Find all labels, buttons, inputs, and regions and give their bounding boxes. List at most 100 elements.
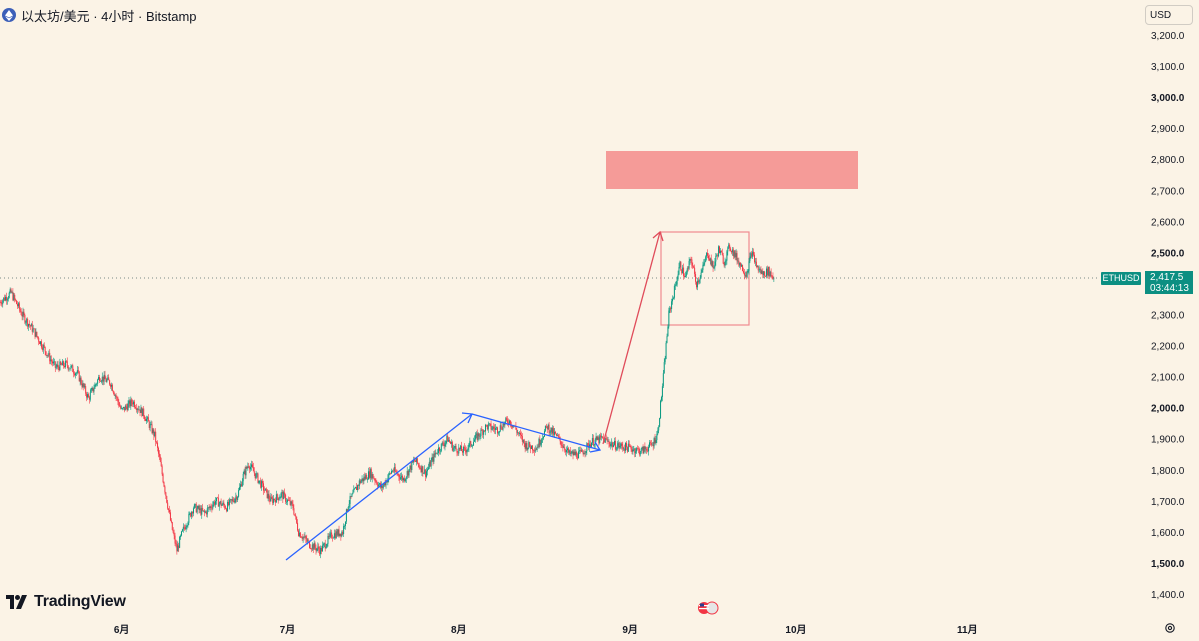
candle-body <box>174 535 176 544</box>
candle-body <box>537 446 539 448</box>
candle-body <box>456 448 458 453</box>
candle-body <box>255 473 257 479</box>
price-tick-label: 1,400.0 <box>1151 590 1185 601</box>
candle-body <box>356 485 358 491</box>
candle-body <box>748 261 750 271</box>
candle-body <box>622 445 624 449</box>
symbol-title[interactable]: 以太坊/美元 · 4小时 · Bitstamp <box>21 8 197 24</box>
candle-body <box>41 347 43 350</box>
candle-body <box>37 336 39 338</box>
candle-body <box>588 443 590 448</box>
blue-trend-line-up[interactable] <box>285 413 473 561</box>
candle-body <box>208 507 210 509</box>
candle-body <box>81 383 83 387</box>
candle-body <box>669 307 671 311</box>
candle-body <box>531 445 533 451</box>
candle-body <box>193 504 195 509</box>
candle-body <box>577 457 579 459</box>
candle-body <box>293 508 295 515</box>
candle-body <box>197 505 199 509</box>
candle-body <box>75 372 77 374</box>
candle-body <box>404 478 406 482</box>
tradingview-logo[interactable]: TradingView <box>6 593 126 611</box>
candle-body <box>122 408 124 409</box>
candle-body <box>26 318 28 323</box>
resistance-zone[interactable] <box>606 151 858 189</box>
candle-body <box>392 470 394 472</box>
candle-body <box>522 439 524 442</box>
candle-body <box>349 496 351 505</box>
candle-body <box>508 420 510 424</box>
candle-body <box>326 543 328 547</box>
candle-body <box>585 451 587 454</box>
price-axis[interactable]: 3,200.0 3,100.0 3,000.0 2,900.0 2,800.0 2,700… <box>1151 31 1185 601</box>
candle-body <box>365 475 367 479</box>
candle-body <box>333 533 335 538</box>
candle-body <box>114 395 116 396</box>
candle-body <box>660 397 662 401</box>
candle-body <box>23 311 25 315</box>
candle-body <box>569 450 571 455</box>
us-flag-icon[interactable] <box>697 601 719 615</box>
candle-body <box>178 545 180 548</box>
candle-body <box>762 271 764 276</box>
candle-body <box>638 448 640 455</box>
candle-body <box>244 470 246 476</box>
candle-body <box>252 467 254 472</box>
candle-body <box>85 386 87 394</box>
blue-trend-line-down[interactable] <box>471 413 601 451</box>
candle-body <box>698 279 700 283</box>
candle-body <box>423 472 425 474</box>
candle-body <box>45 351 47 356</box>
candle-body <box>212 504 214 509</box>
candle-body <box>673 285 675 298</box>
candle-body <box>27 318 29 327</box>
candle-body <box>472 445 474 447</box>
candle-body <box>672 297 674 299</box>
candle-body <box>173 532 175 536</box>
candle-body <box>248 466 250 467</box>
candle-body <box>180 535 182 537</box>
time-axis[interactable]: 6月 7月 8月 9月 10月 11月 <box>114 624 978 636</box>
candle-body <box>182 526 184 530</box>
candle-body <box>169 512 171 521</box>
candle-body <box>138 409 140 411</box>
candle-body <box>93 388 95 392</box>
candle-body <box>175 543 177 545</box>
gear-icon[interactable] <box>1164 622 1176 634</box>
candle-body <box>511 425 513 428</box>
candle-body <box>661 386 663 398</box>
bar-countdown: 03:44:13 <box>1150 283 1189 294</box>
trend-drawings[interactable] <box>285 230 664 561</box>
candle-body <box>181 529 183 532</box>
candle-body <box>353 488 355 493</box>
range-box[interactable] <box>660 231 750 326</box>
candle-body <box>70 365 72 369</box>
candle-body <box>650 442 652 446</box>
candle-body <box>554 431 556 435</box>
candle-body <box>136 408 138 410</box>
candle-body <box>453 447 455 449</box>
candle-body <box>259 480 261 482</box>
candle-body <box>384 482 386 486</box>
candle-body <box>490 423 492 430</box>
candle-body <box>366 475 368 480</box>
candle-body <box>227 502 229 506</box>
candle-body <box>6 299 8 301</box>
candle-body <box>467 448 469 450</box>
currency-select[interactable]: USD <box>1145 5 1193 25</box>
candle-body <box>469 441 471 444</box>
tradingview-logo-icon <box>6 595 27 609</box>
candle-body <box>393 467 395 472</box>
candle-body <box>364 476 366 479</box>
candle-body <box>121 408 123 409</box>
candle-body <box>76 370 78 373</box>
red-trend-arrow[interactable] <box>602 231 661 445</box>
candle-body <box>205 511 207 515</box>
candle-body <box>360 480 362 484</box>
candle-body <box>321 545 323 552</box>
candle-body <box>17 303 19 307</box>
candle-body <box>4 297 6 301</box>
candle-body <box>162 474 164 483</box>
